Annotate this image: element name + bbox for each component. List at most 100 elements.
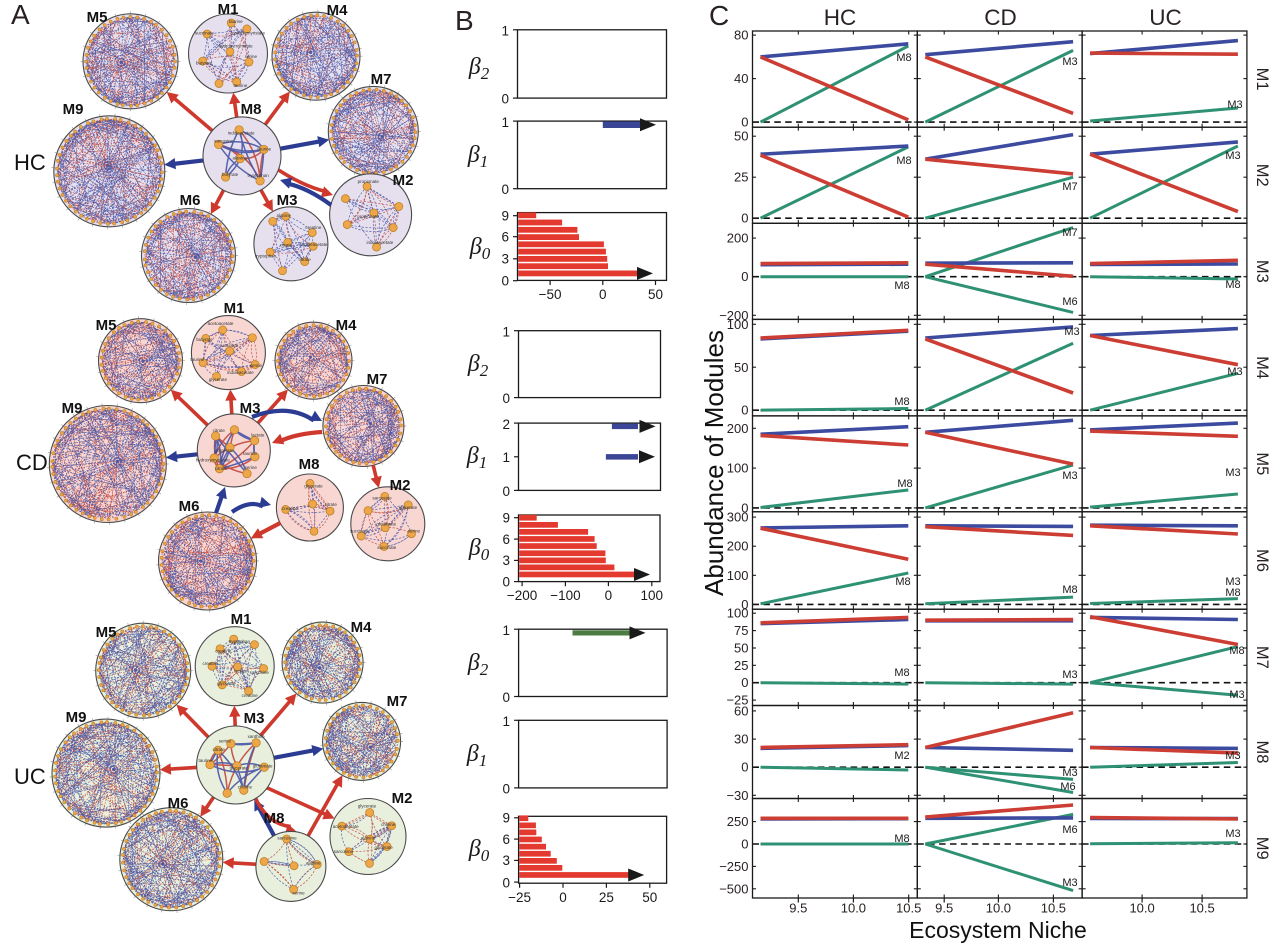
svg-text:succinate: succinate (377, 545, 397, 550)
svg-text:creatine: creatine (305, 225, 322, 230)
svg-text:alanine: alanine (361, 835, 376, 840)
svg-text:M3: M3 (1253, 260, 1269, 283)
svg-text:sarcosine: sarcosine (277, 836, 297, 841)
svg-text:M3: M3 (1225, 828, 1240, 840)
svg-text:butyrate: butyrate (196, 61, 213, 66)
svg-text:−25: −25 (508, 890, 531, 905)
svg-text:1: 1 (502, 623, 510, 638)
svg-text:B: B (455, 5, 474, 36)
svg-text:taurine: taurine (257, 147, 271, 152)
svg-text:hydroxymyristate: hydroxymyristate (231, 30, 266, 35)
svg-text:200: 200 (727, 421, 749, 436)
svg-text:2: 2 (502, 417, 510, 432)
svg-text:glutamate: glutamate (253, 764, 273, 769)
svg-text:9.5: 9.5 (935, 901, 953, 916)
svg-text:creatine: creatine (202, 661, 219, 666)
svg-text:M8: M8 (1229, 645, 1244, 657)
svg-text:alanine: alanine (277, 213, 292, 218)
svg-text:C: C (709, 0, 729, 31)
svg-text:citrate: citrate (298, 257, 311, 262)
svg-text:M4: M4 (327, 2, 348, 19)
svg-text:serine: serine (219, 739, 232, 744)
svg-text:tryptophan: tryptophan (229, 639, 251, 644)
svg-text:HC: HC (14, 150, 46, 175)
svg-text:0: 0 (741, 675, 748, 690)
svg-text:M8: M8 (1225, 279, 1240, 291)
svg-text:100: 100 (727, 568, 749, 583)
svg-text:−25: −25 (726, 693, 748, 708)
svg-text:M5: M5 (96, 317, 117, 334)
svg-text:M3: M3 (240, 400, 261, 417)
svg-text:3: 3 (502, 853, 510, 868)
svg-text:50: 50 (642, 890, 657, 905)
svg-text:M6: M6 (168, 795, 189, 812)
svg-text:−100: −100 (550, 588, 580, 603)
svg-text:glycerate: glycerate (217, 681, 236, 686)
svg-text:glycerate: glycerate (215, 448, 234, 453)
svg-text:M9: M9 (62, 400, 83, 417)
svg-text:30: 30 (734, 732, 748, 747)
svg-text:−200: −200 (719, 308, 748, 323)
svg-text:M6: M6 (180, 192, 201, 209)
svg-text:M3: M3 (1225, 576, 1240, 588)
svg-text:M2: M2 (393, 172, 414, 189)
svg-text:M9: M9 (1253, 837, 1269, 860)
svg-text:creatine: creatine (215, 649, 232, 654)
svg-text:M2: M2 (1253, 164, 1269, 187)
svg-text:M1: M1 (224, 300, 245, 317)
svg-text:taurine: taurine (229, 19, 243, 24)
svg-text:M8: M8 (1253, 741, 1269, 764)
svg-text:9: 9 (501, 209, 509, 224)
svg-text:choline: choline (238, 785, 253, 790)
svg-text:50: 50 (734, 360, 748, 375)
svg-text:M3: M3 (1227, 366, 1242, 378)
svg-text:M3: M3 (1227, 99, 1242, 111)
svg-text:acetoacetate: acetoacetate (333, 824, 359, 829)
svg-text:6: 6 (501, 230, 509, 245)
svg-text:0: 0 (502, 781, 510, 796)
svg-text:60: 60 (734, 703, 748, 718)
svg-text:M3: M3 (1062, 669, 1077, 681)
svg-text:M8: M8 (894, 667, 909, 679)
svg-text:50: 50 (734, 641, 748, 656)
svg-text:1: 1 (501, 24, 509, 39)
svg-text:indoleacetate: indoleacetate (227, 370, 254, 375)
svg-text:taurine: taurine (234, 83, 248, 88)
svg-text:M9: M9 (66, 709, 87, 726)
svg-text:indoleacetate: indoleacetate (301, 242, 328, 247)
svg-text:creatine: creatine (242, 693, 259, 698)
svg-text:CD: CD (984, 5, 1017, 30)
svg-text:M3: M3 (1225, 750, 1240, 762)
svg-text:serine: serine (250, 363, 263, 368)
svg-text:alanine: alanine (233, 155, 248, 160)
svg-text:9: 9 (502, 811, 510, 826)
svg-text:0: 0 (741, 403, 748, 418)
svg-text:Abundance of Modules: Abundance of Modules (699, 330, 729, 596)
svg-text:xanthine: xanthine (248, 734, 266, 739)
svg-text:0: 0 (502, 484, 510, 499)
svg-text:250: 250 (727, 814, 749, 829)
svg-text:M8: M8 (1062, 584, 1077, 596)
svg-text:succinate: succinate (350, 528, 370, 533)
svg-text:0: 0 (502, 876, 510, 891)
svg-text:M6: M6 (1062, 296, 1077, 308)
svg-text:lactate: lactate (234, 668, 248, 673)
svg-text:−500: −500 (719, 881, 748, 896)
svg-text:1: 1 (501, 115, 509, 130)
svg-text:M8: M8 (894, 396, 909, 408)
svg-text:M8: M8 (264, 810, 285, 827)
svg-text:glycerate: glycerate (209, 377, 228, 382)
svg-text:glycerate: glycerate (358, 804, 377, 809)
svg-text:M3: M3 (1062, 470, 1077, 482)
svg-text:lactate: lactate (251, 433, 265, 438)
svg-text:propionate: propionate (357, 214, 379, 219)
svg-text:M8: M8 (241, 101, 262, 118)
svg-text:serine: serine (292, 890, 305, 895)
svg-text:UC: UC (1149, 5, 1182, 30)
svg-text:creatine: creatine (282, 506, 299, 511)
svg-text:hydroxymyristate: hydroxymyristate (196, 458, 231, 463)
svg-text:sarcosine: sarcosine (214, 138, 234, 143)
svg-text:10.0: 10.0 (841, 901, 866, 916)
svg-text:300: 300 (727, 510, 749, 525)
svg-text:succinate: succinate (219, 343, 239, 348)
